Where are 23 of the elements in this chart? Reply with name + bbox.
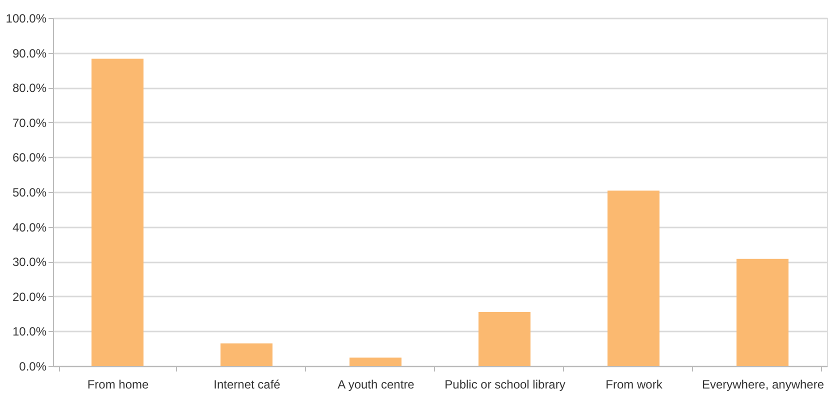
bar <box>220 343 272 366</box>
x-tick-label: A youth centre <box>338 378 415 392</box>
y-tick-label: 30.0% <box>12 255 47 270</box>
y-tick-label: 40.0% <box>12 220 47 234</box>
y-tick-label: 20.0% <box>12 290 47 304</box>
x-tick-label: Internet café <box>214 378 281 392</box>
y-tick-label: 10.0% <box>12 324 47 339</box>
y-tick-label: 60.0% <box>12 150 47 165</box>
y-tick-label: 80.0% <box>12 81 47 96</box>
bar <box>350 358 402 366</box>
bar <box>608 190 660 366</box>
bar <box>92 58 144 366</box>
bar <box>736 258 788 366</box>
y-tick-label: 0.0% <box>19 360 47 374</box>
y-tick-label: 70.0% <box>12 116 47 130</box>
x-tick-label: Public or school library <box>444 378 566 392</box>
x-tick-label: From work <box>606 378 664 392</box>
y-tick-label: 90.0% <box>12 46 47 60</box>
bar <box>478 312 530 366</box>
x-tick-label: Everywhere, anywhere <box>702 378 824 392</box>
y-tick-label: 100.0% <box>6 12 47 26</box>
x-tick-label: From home <box>87 378 149 392</box>
y-tick-label: 50.0% <box>12 186 47 200</box>
